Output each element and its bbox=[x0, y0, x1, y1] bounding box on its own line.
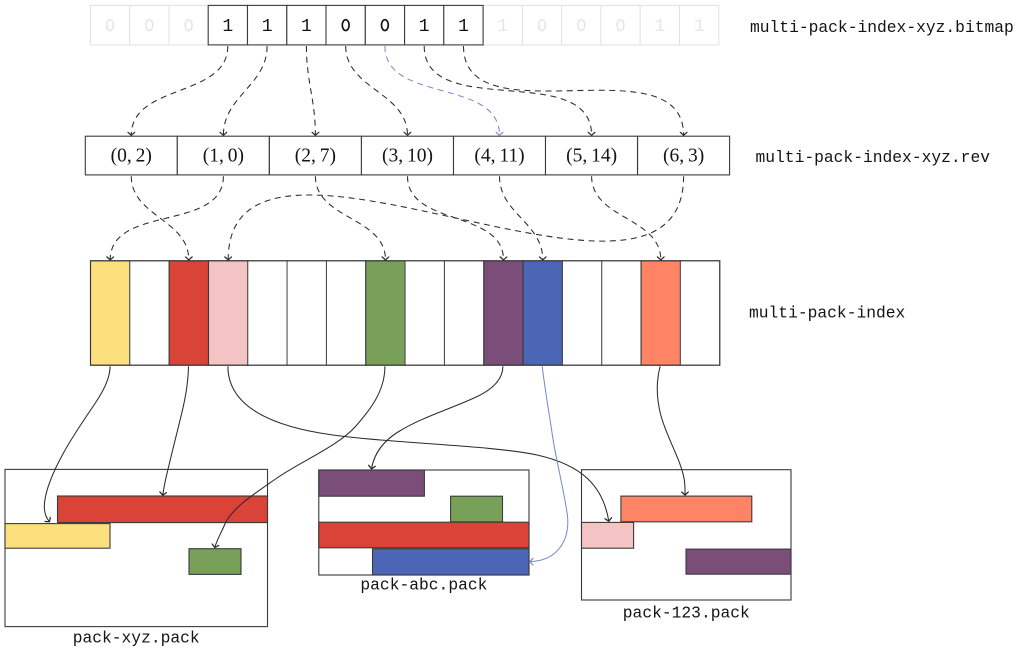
svg-text:1: 1 bbox=[458, 17, 469, 37]
svg-text:multi-pack-index: multi-pack-index bbox=[749, 304, 905, 323]
svg-text:1: 1 bbox=[419, 17, 430, 37]
svg-text:(3, 10): (3, 10) bbox=[382, 145, 433, 166]
svg-text:(2, 7): (2, 7) bbox=[295, 145, 336, 166]
svg-text:(1, 0): (1, 0) bbox=[203, 145, 244, 166]
svg-text:multi-pack-index-xyz.bitmap: multi-pack-index-xyz.bitmap bbox=[750, 18, 1014, 37]
svg-text:1: 1 bbox=[654, 17, 665, 37]
svg-text:(0, 2): (0, 2) bbox=[111, 145, 152, 166]
svg-text:pack-xyz.pack: pack-xyz.pack bbox=[73, 629, 200, 648]
svg-text:pack-abc.pack: pack-abc.pack bbox=[360, 576, 487, 595]
svg-text:1: 1 bbox=[694, 17, 705, 37]
svg-text:1: 1 bbox=[262, 17, 273, 37]
svg-text:multi-pack-index-xyz.rev: multi-pack-index-xyz.rev bbox=[756, 148, 991, 167]
svg-text:1: 1 bbox=[222, 17, 233, 37]
svg-text:(5, 14): (5, 14) bbox=[566, 145, 617, 166]
svg-text:pack-123.pack: pack-123.pack bbox=[623, 604, 750, 623]
svg-text:(6, 3): (6, 3) bbox=[663, 145, 704, 166]
svg-text:1: 1 bbox=[301, 17, 312, 37]
svg-text:(4, 11): (4, 11) bbox=[474, 145, 524, 166]
svg-text:1: 1 bbox=[497, 17, 508, 37]
